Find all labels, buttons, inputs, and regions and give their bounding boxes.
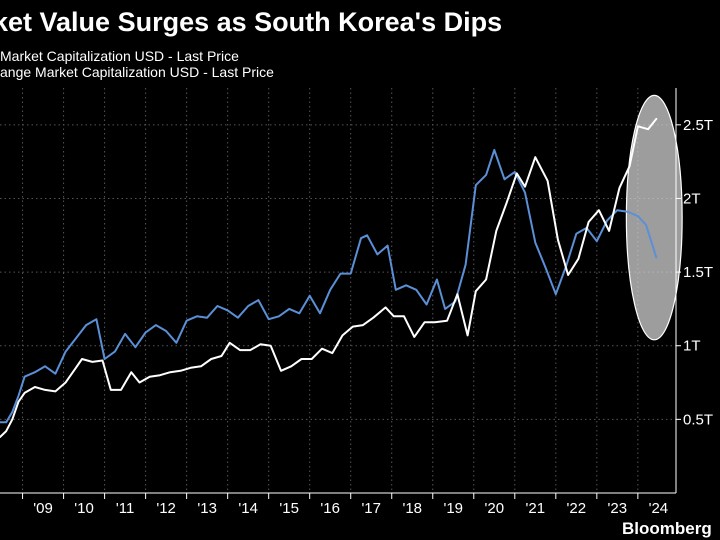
x-tick-label: '23 [608,500,628,517]
chart-title: ket Value Surges as South Korea's Dips [0,7,502,37]
x-tick-label: '21 [526,500,546,517]
series-layer [0,117,658,438]
x-tick-label: '15 [279,500,299,517]
source-logo: Bloomberg [622,519,712,538]
y-tick-label: 2T [683,190,701,207]
highlight-ellipse [625,94,683,341]
x-tick-label: '18 [402,500,422,517]
gridlines [0,88,676,493]
x-tick-label: '20 [485,500,505,517]
series-line-blue [0,148,658,424]
x-tick-label: '12 [156,500,176,517]
y-tick-label: 0.5T [683,411,713,428]
series-line-white [0,117,658,438]
x-tick-label: '24 [649,500,669,517]
highlight-layer [625,94,683,341]
x-tick-label: '13 [197,500,217,517]
y-tick-label: 1T [683,338,701,355]
x-tick-label: '16 [320,500,340,517]
x-tick-label: '11 [116,500,134,517]
x-tick-label: '22 [567,500,587,517]
x-tick-label: '14 [238,500,258,517]
legend: Market Capitalization USD - Last Price a… [0,48,274,80]
axes: 0.5T 1T 1.5T 2T 2.5T '09 '10 '11 '12 '13 '14 '15 '16… [0,88,713,517]
y-tick-label: 2.5T [683,117,713,134]
y-tick-label: 1.5T [683,264,713,281]
x-tick-label: '19 [443,500,463,517]
legend-label-white-series: Market Capitalization USD - Last Price [0,48,239,64]
legend-label-blue-series: ange Market Capitalization USD - Last Pr… [0,64,274,80]
x-tick-label: '17 [361,500,381,517]
x-tick-label: '09 [33,500,53,517]
x-tick-label: '10 [74,500,94,517]
